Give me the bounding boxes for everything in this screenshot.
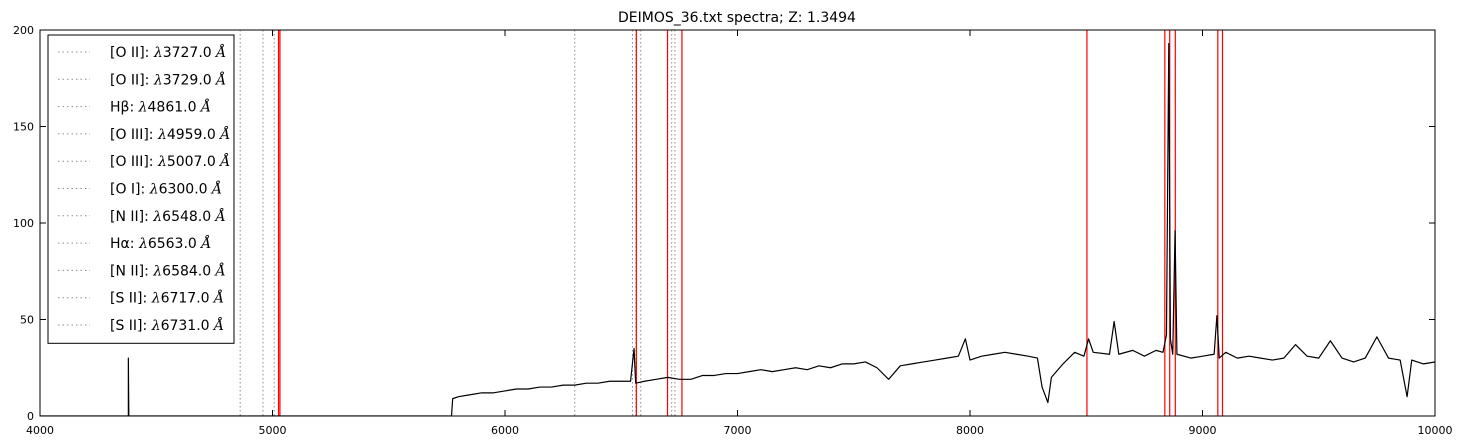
x-tick-label-1: 5000 — [259, 424, 287, 437]
chart-title: DEIMOS_36.txt spectra; Z: 1.3494 — [618, 10, 856, 26]
spectrum-line-0 — [40, 42, 1435, 416]
y-tick-label-4: 200 — [13, 24, 34, 37]
rest-wavelength-lines — [239, 30, 676, 416]
legend-entry-4: [O III]: λ5007.0 Å — [110, 152, 230, 170]
legend-entry-1: [O II]: λ3729.0 Å — [110, 70, 226, 88]
spectrum-series — [40, 42, 1435, 416]
legend-entry-9: [S II]: λ6717.0 Å — [110, 289, 224, 307]
y-tick-label-0: 0 — [27, 410, 34, 423]
observed-wavelength-lines — [277, 30, 1224, 416]
y-axis: 0 50 100 150 200 — [13, 24, 1435, 423]
legend-entry-7: Hα: λ6563.0 Å — [110, 234, 211, 252]
legend-entry-6: [N II]: λ6548.0 Å — [110, 207, 226, 225]
y-tick-label-3: 150 — [13, 121, 34, 134]
legend-entry-0: [O II]: λ3727.0 Å — [110, 43, 226, 61]
legend-entry-8: [N II]: λ6584.0 Å — [110, 261, 226, 279]
legend-entry-2: Hβ: λ4861.0 Å — [110, 98, 211, 116]
legend-entry-5: [O I]: λ6300.0 Å — [110, 180, 222, 198]
legend-box — [47, 34, 235, 344]
x-axis: 4000 5000 6000 7000 8000 9000 10000 — [26, 30, 1453, 437]
x-tick-label-6: 10000 — [1418, 424, 1453, 437]
x-tick-label-2: 6000 — [491, 424, 519, 437]
legend-entry-3: [O III]: λ4959.0 Å — [110, 125, 230, 143]
x-tick-label-0: 4000 — [26, 424, 54, 437]
x-tick-label-3: 7000 — [724, 424, 752, 437]
x-tick-label-4: 8000 — [956, 424, 984, 437]
y-tick-label-2: 100 — [13, 217, 34, 230]
x-tick-label-5: 9000 — [1189, 424, 1217, 437]
legend-entry-10: [S II]: λ6731.0 Å — [110, 316, 224, 334]
y-tick-label-1: 50 — [20, 314, 34, 327]
legend: [O II]: λ3727.0 Å [O II]: λ3729.0 Å Hβ: λ4… — [47, 34, 235, 344]
plot-frame — [39, 29, 1436, 417]
